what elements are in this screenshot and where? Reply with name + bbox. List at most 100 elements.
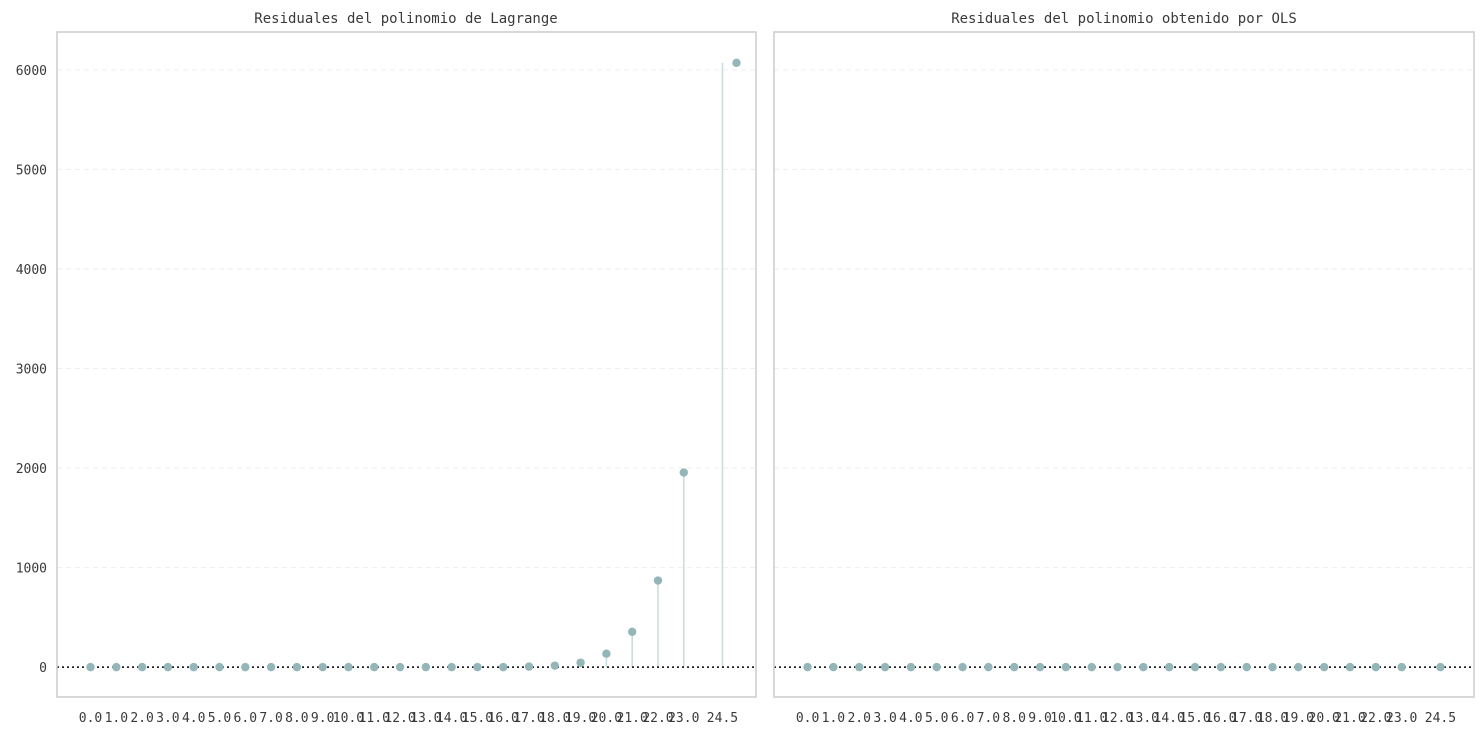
y-tick-label-lagrange-0: 0 (39, 661, 47, 676)
x-tick-label-ols-19: 19.0 (1283, 711, 1314, 726)
x-tick-label-lagrange-10: 10.0 (333, 711, 364, 726)
x-tick-label-lagrange-18: 18.0 (539, 711, 570, 726)
point-lagrange-13 (421, 662, 431, 672)
x-tick-label-ols-3: 3.0 (873, 711, 896, 726)
x-tick-label-lagrange-13: 13.0 (410, 711, 441, 726)
point-ols-7 (984, 662, 993, 672)
x-tick-label-lagrange-11: 11.0 (359, 711, 390, 726)
point-ols-13 (1139, 662, 1148, 672)
x-tick-label-ols-15: 15.0 (1179, 711, 1210, 726)
x-tick-label-lagrange-3: 3.0 (156, 711, 179, 726)
point-ols-2 (855, 662, 864, 672)
point-lagrange-15 (473, 662, 482, 672)
x-tick-label-ols-7: 7.0 (977, 711, 1000, 726)
point-lagrange-10 (344, 662, 353, 672)
x-tick-label-lagrange-6: 6.0 (234, 711, 257, 726)
x-tick-label-ols-24: 24.5 (1425, 711, 1456, 726)
x-tick-label-ols-13: 13.0 (1128, 711, 1159, 726)
point-ols-4 (906, 662, 916, 672)
x-tick-label-lagrange-7: 7.0 (259, 711, 282, 726)
x-tick-label-ols-4: 4.0 (899, 711, 922, 726)
point-lagrange-4 (189, 662, 198, 672)
y-tick-label-lagrange-3000: 3000 (16, 362, 47, 377)
point-lagrange-16 (499, 662, 508, 672)
x-tick-label-ols-11: 11.0 (1076, 711, 1107, 726)
point-lagrange-22 (653, 576, 663, 585)
point-ols-19 (1294, 662, 1303, 672)
point-lagrange-23 (679, 468, 688, 477)
x-tick-label-ols-2: 2.0 (847, 711, 870, 726)
x-tick-label-lagrange-23: 23.0 (668, 711, 699, 726)
x-tick-label-ols-16: 16.0 (1205, 711, 1236, 726)
point-ols-24 (1436, 662, 1445, 672)
point-lagrange-17 (524, 662, 534, 671)
x-tick-label-lagrange-0: 0.0 (79, 711, 102, 726)
y-tick-label-lagrange-6000: 6000 (16, 64, 47, 79)
point-lagrange-6 (241, 662, 250, 672)
point-ols-1 (829, 662, 838, 672)
point-lagrange-18 (550, 661, 560, 670)
point-ols-3 (880, 662, 890, 672)
point-ols-20 (1319, 662, 1329, 672)
point-ols-17 (1242, 662, 1251, 672)
x-tick-label-lagrange-20: 20.0 (591, 711, 622, 726)
chart-title-lagrange: Residuales del polinomio de Lagrange (254, 11, 557, 27)
point-ols-10 (1061, 662, 1071, 672)
point-lagrange-7 (266, 662, 276, 672)
x-tick-label-ols-1: 1.0 (822, 711, 845, 726)
point-lagrange-14 (447, 662, 456, 672)
x-tick-label-lagrange-14: 14.0 (436, 711, 467, 726)
x-tick-label-ols-0: 0.0 (796, 711, 819, 726)
y-tick-label-lagrange-2000: 2000 (16, 462, 47, 477)
point-lagrange-8 (292, 662, 302, 672)
point-ols-22 (1371, 662, 1381, 672)
x-tick-label-ols-6: 6.0 (951, 711, 974, 726)
x-tick-label-lagrange-1: 1.0 (105, 711, 128, 726)
x-tick-label-lagrange-12: 12.0 (384, 711, 415, 726)
x-tick-label-ols-21: 21.0 (1334, 711, 1365, 726)
x-tick-label-lagrange-24: 24.5 (707, 711, 738, 726)
point-ols-15 (1190, 662, 1200, 672)
x-tick-label-ols-10: 10.0 (1050, 711, 1081, 726)
x-tick-label-lagrange-19: 19.0 (565, 711, 596, 726)
point-lagrange-12 (395, 662, 405, 672)
x-tick-label-ols-14: 14.0 (1154, 711, 1185, 726)
x-tick-label-ols-23: 23.0 (1386, 711, 1417, 726)
point-lagrange-2 (137, 662, 147, 672)
x-tick-label-lagrange-5: 5.0 (208, 711, 231, 726)
point-ols-23 (1397, 662, 1406, 672)
point-lagrange-5 (215, 662, 224, 672)
x-tick-label-ols-22: 22.0 (1360, 711, 1391, 726)
point-ols-9 (1035, 662, 1045, 672)
x-tick-label-lagrange-9: 9.0 (311, 711, 334, 726)
point-lagrange-21 (627, 627, 637, 636)
point-lagrange-19 (576, 658, 585, 667)
x-tick-label-ols-20: 20.0 (1309, 711, 1340, 726)
point-ols-14 (1165, 662, 1174, 672)
x-tick-label-lagrange-17: 17.0 (513, 711, 544, 726)
x-tick-label-lagrange-2: 2.0 (130, 711, 153, 726)
point-ols-0 (803, 662, 812, 672)
point-ols-16 (1216, 662, 1226, 672)
point-ols-11 (1087, 662, 1096, 672)
point-lagrange-20 (602, 649, 611, 658)
x-tick-label-ols-5: 5.0 (925, 711, 948, 726)
point-lagrange-11 (370, 662, 379, 672)
point-lagrange-9 (318, 662, 327, 672)
y-tick-label-lagrange-1000: 1000 (16, 562, 47, 577)
axes-frame-ols (773, 31, 1475, 698)
x-tick-label-ols-9: 9.0 (1028, 711, 1051, 726)
point-lagrange-0 (86, 662, 95, 672)
x-tick-label-lagrange-8: 8.0 (285, 711, 308, 726)
plot-area-lagrange: 0 1000 2000 3000 4000 5000 6000 0.0 1.0 2.0 3.0 4.0… (16, 31, 757, 726)
point-ols-21 (1345, 662, 1355, 672)
plot-area-ols: 0.0 1.0 2.0 3.0 4.0 5.0 6.0 7.0 8.0 9.010.011.012… (773, 31, 1475, 726)
x-tick-label-ols-17: 17.0 (1231, 711, 1262, 726)
y-tick-label-lagrange-5000: 5000 (16, 163, 47, 178)
x-tick-label-lagrange-21: 21.0 (617, 711, 648, 726)
x-tick-label-ols-8: 8.0 (1002, 711, 1025, 726)
point-ols-18 (1268, 662, 1277, 672)
chart-title-ols: Residuales del polinomio obtenido por OL… (951, 11, 1297, 27)
point-ols-5 (932, 662, 941, 672)
